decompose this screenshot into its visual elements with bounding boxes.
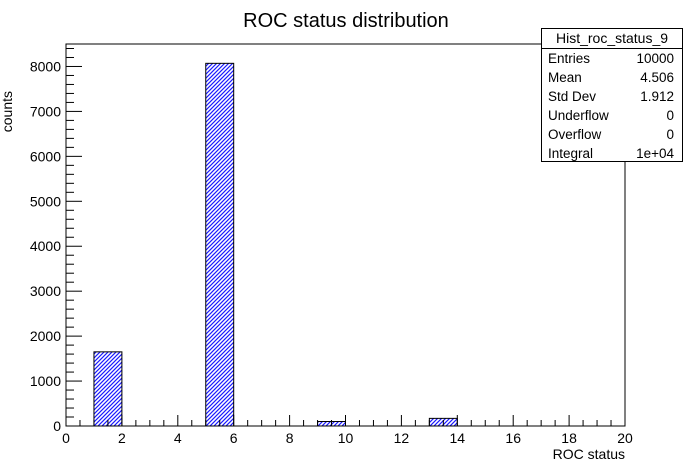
y-tick-label: 2000 — [30, 328, 61, 344]
stats-row-underflow: Underflow 0 — [542, 106, 682, 125]
stats-value: 0 — [666, 108, 674, 123]
stats-value: 0 — [666, 127, 674, 142]
stats-row-mean: Mean 4.506 — [542, 68, 682, 87]
y-tick-label: 0 — [53, 418, 61, 434]
x-tick-label: 10 — [338, 430, 354, 446]
chart-title: ROC status distribution — [243, 10, 449, 32]
histogram-bar — [205, 62, 235, 427]
x-tick-label: 0 — [62, 430, 70, 446]
stats-row-stddev: Std Dev 1.912 — [542, 87, 682, 106]
stats-value: 1e+04 — [636, 146, 674, 161]
x-tick-label: 12 — [394, 430, 410, 446]
y-tick-label: 8000 — [30, 58, 61, 74]
stats-label: Std Dev — [548, 89, 597, 104]
y-tick-label: 6000 — [30, 148, 61, 164]
histogram-bar — [93, 351, 123, 427]
stats-value: 10000 — [636, 51, 674, 66]
stats-value: 4.506 — [640, 70, 674, 85]
stats-label: Mean — [548, 70, 582, 85]
y-tick-label: 7000 — [30, 103, 61, 119]
y-axis-label: counts — [0, 91, 15, 132]
x-tick-label: 18 — [561, 430, 577, 446]
stats-row-entries: Entries 10000 — [542, 49, 682, 68]
stats-row-integral: Integral 1e+04 — [542, 144, 682, 163]
stats-label: Overflow — [548, 127, 602, 142]
x-tick-label: 16 — [505, 430, 521, 446]
stats-label: Underflow — [548, 108, 609, 123]
stats-label: Integral — [548, 146, 594, 161]
y-tick-label: 1000 — [30, 373, 61, 389]
stats-title: Hist_roc_status_9 — [542, 29, 682, 49]
x-tick-label: 6 — [230, 430, 238, 446]
stats-row-overflow: Overflow 0 — [542, 125, 682, 144]
x-axis-label: ROC status — [553, 446, 625, 462]
x-tick-label: 4 — [174, 430, 182, 446]
y-tick-label: 4000 — [30, 238, 61, 254]
y-tick-label: 3000 — [30, 283, 61, 299]
stats-value: 1.912 — [640, 89, 674, 104]
stats-box: Hist_roc_status_9 Entries 10000 Mean 4.5… — [541, 28, 683, 162]
x-tick-label: 20 — [617, 430, 633, 446]
y-tick-label: 5000 — [30, 193, 61, 209]
stats-label: Entries — [548, 51, 591, 66]
x-tick-label: 14 — [450, 430, 466, 446]
x-tick-label: 8 — [286, 430, 294, 446]
x-tick-label: 2 — [118, 430, 126, 446]
